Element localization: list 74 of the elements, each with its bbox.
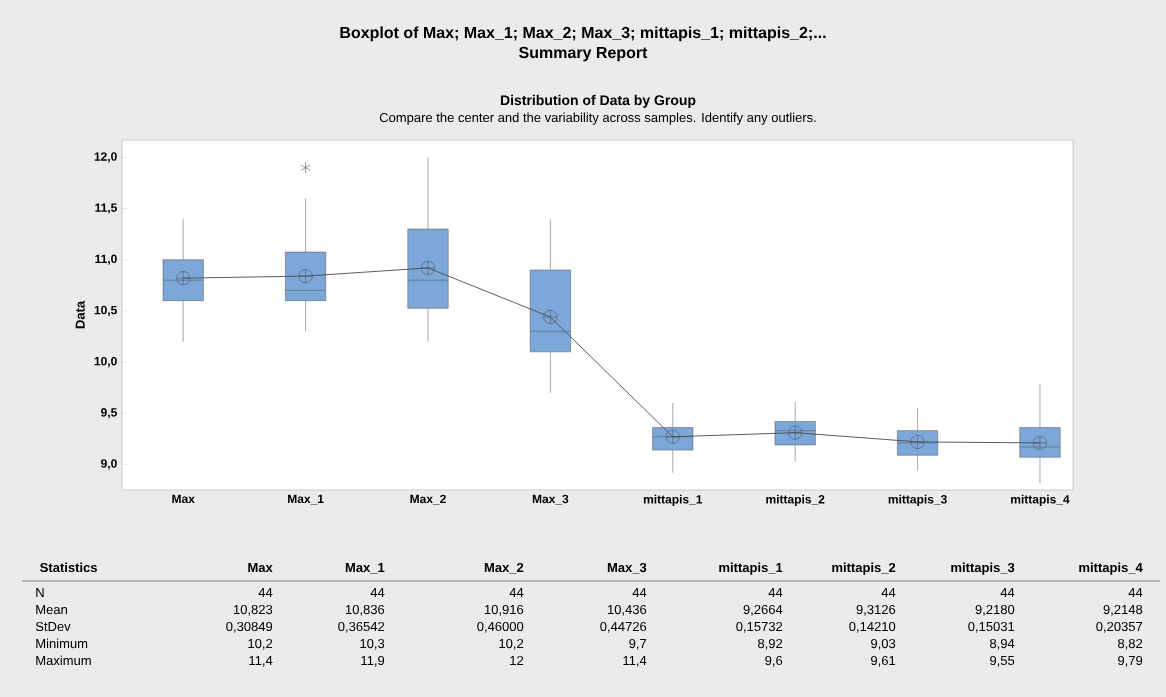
text: Distribution of Data by Group [500, 94, 696, 108]
x-tick-label: Max [172, 494, 195, 504]
text: 9,6 [765, 655, 783, 667]
text: 10,3 [360, 638, 385, 650]
y-tick-label: 9,5 [101, 408, 117, 419]
text: Maximum [36, 655, 91, 666]
text: 44 [768, 588, 783, 597]
text: 9,2148 [1103, 604, 1143, 616]
category-label: Max [248, 563, 273, 573]
text: 11,4 [623, 656, 647, 667]
text: 11,9 [361, 655, 385, 667]
text: 0,36542 [338, 621, 385, 633]
text: 9,3126 [856, 604, 896, 616]
text: 9,61 [871, 655, 896, 667]
x-tick-label: mittapis_3 [888, 494, 947, 506]
category-label: Max_3 [607, 562, 647, 574]
text: 9,55 [990, 655, 1015, 667]
text: N [36, 588, 44, 597]
chart-subtitle: Summary Report [519, 46, 648, 62]
text: 9,2180 [975, 604, 1015, 616]
y-tick-label: 12,0 [94, 152, 117, 163]
x-tick-label: Max_2 [410, 494, 446, 505]
text: 9,79 [1118, 655, 1143, 667]
text: 44 [370, 588, 385, 597]
text: StDev [35, 621, 71, 632]
text: 10,916 [484, 604, 524, 616]
x-tick-label: Max_3 [532, 494, 569, 505]
text: 9,2664 [743, 604, 783, 616]
text: 10,823 [233, 604, 273, 616]
text: 0,30849 [226, 621, 273, 633]
text: 44 [258, 588, 273, 597]
text: 44 [632, 588, 647, 597]
category-label: Max_1 [345, 563, 385, 574]
x-tick-label: mittapis_4 [1011, 494, 1070, 506]
text: 0,15732 [736, 621, 783, 633]
y-tick-label: 10,0 [94, 356, 117, 368]
text: 44 [1128, 588, 1143, 597]
category-label: mittapis_1 [719, 562, 783, 575]
category-label: Max_2 [484, 562, 524, 574]
x-tick-label: Max_1 [288, 494, 324, 505]
y-tick-label: 11,0 [95, 254, 117, 265]
text: 9,03 [871, 638, 896, 650]
text: Statistics [40, 562, 97, 573]
text: Minimum [36, 638, 88, 649]
text: 44 [1000, 588, 1015, 597]
text: 11,4 [249, 656, 273, 667]
text: 0,14210 [849, 621, 896, 633]
text: 0,15031 [968, 621, 1015, 633]
text: 44 [881, 588, 896, 597]
x-tick-label: mittapis_1 [643, 494, 703, 506]
text: 8,82 [1118, 638, 1143, 650]
y-tick-label: 11,5 [95, 203, 117, 214]
text: Compare the center and the variability across samples. Identify any outliers. [379, 112, 816, 125]
text: 9,7 [629, 638, 647, 650]
text: 0,20357 [1096, 621, 1143, 633]
text: 10,2 [499, 638, 524, 650]
x-tick-label: mittapis_2 [766, 494, 825, 506]
text: Mean [36, 605, 67, 615]
category-label: mittapis_3 [951, 562, 1015, 575]
text: 10,836 [345, 604, 385, 616]
text: 10,2 [248, 638, 273, 650]
text: 8,92 [758, 638, 783, 650]
y-tick-label: 10,5 [94, 305, 117, 317]
text: 0,46000 [477, 621, 524, 633]
text: 12 [510, 655, 524, 665]
text: 0,44726 [600, 621, 647, 633]
y-tick-label: 9,0 [101, 459, 117, 470]
chart-title: Boxplot of Max; Max_1; Max_2; Max_3; mittapis_1; mittapis_2;... [340, 26, 826, 42]
text: 8,94 [990, 638, 1015, 650]
text: 44 [509, 588, 524, 597]
text: 10,436 [607, 604, 647, 616]
category-label: mittapis_4 [1079, 562, 1143, 575]
y-axis-title: Data [75, 300, 85, 329]
category-label: mittapis_2 [832, 562, 896, 575]
